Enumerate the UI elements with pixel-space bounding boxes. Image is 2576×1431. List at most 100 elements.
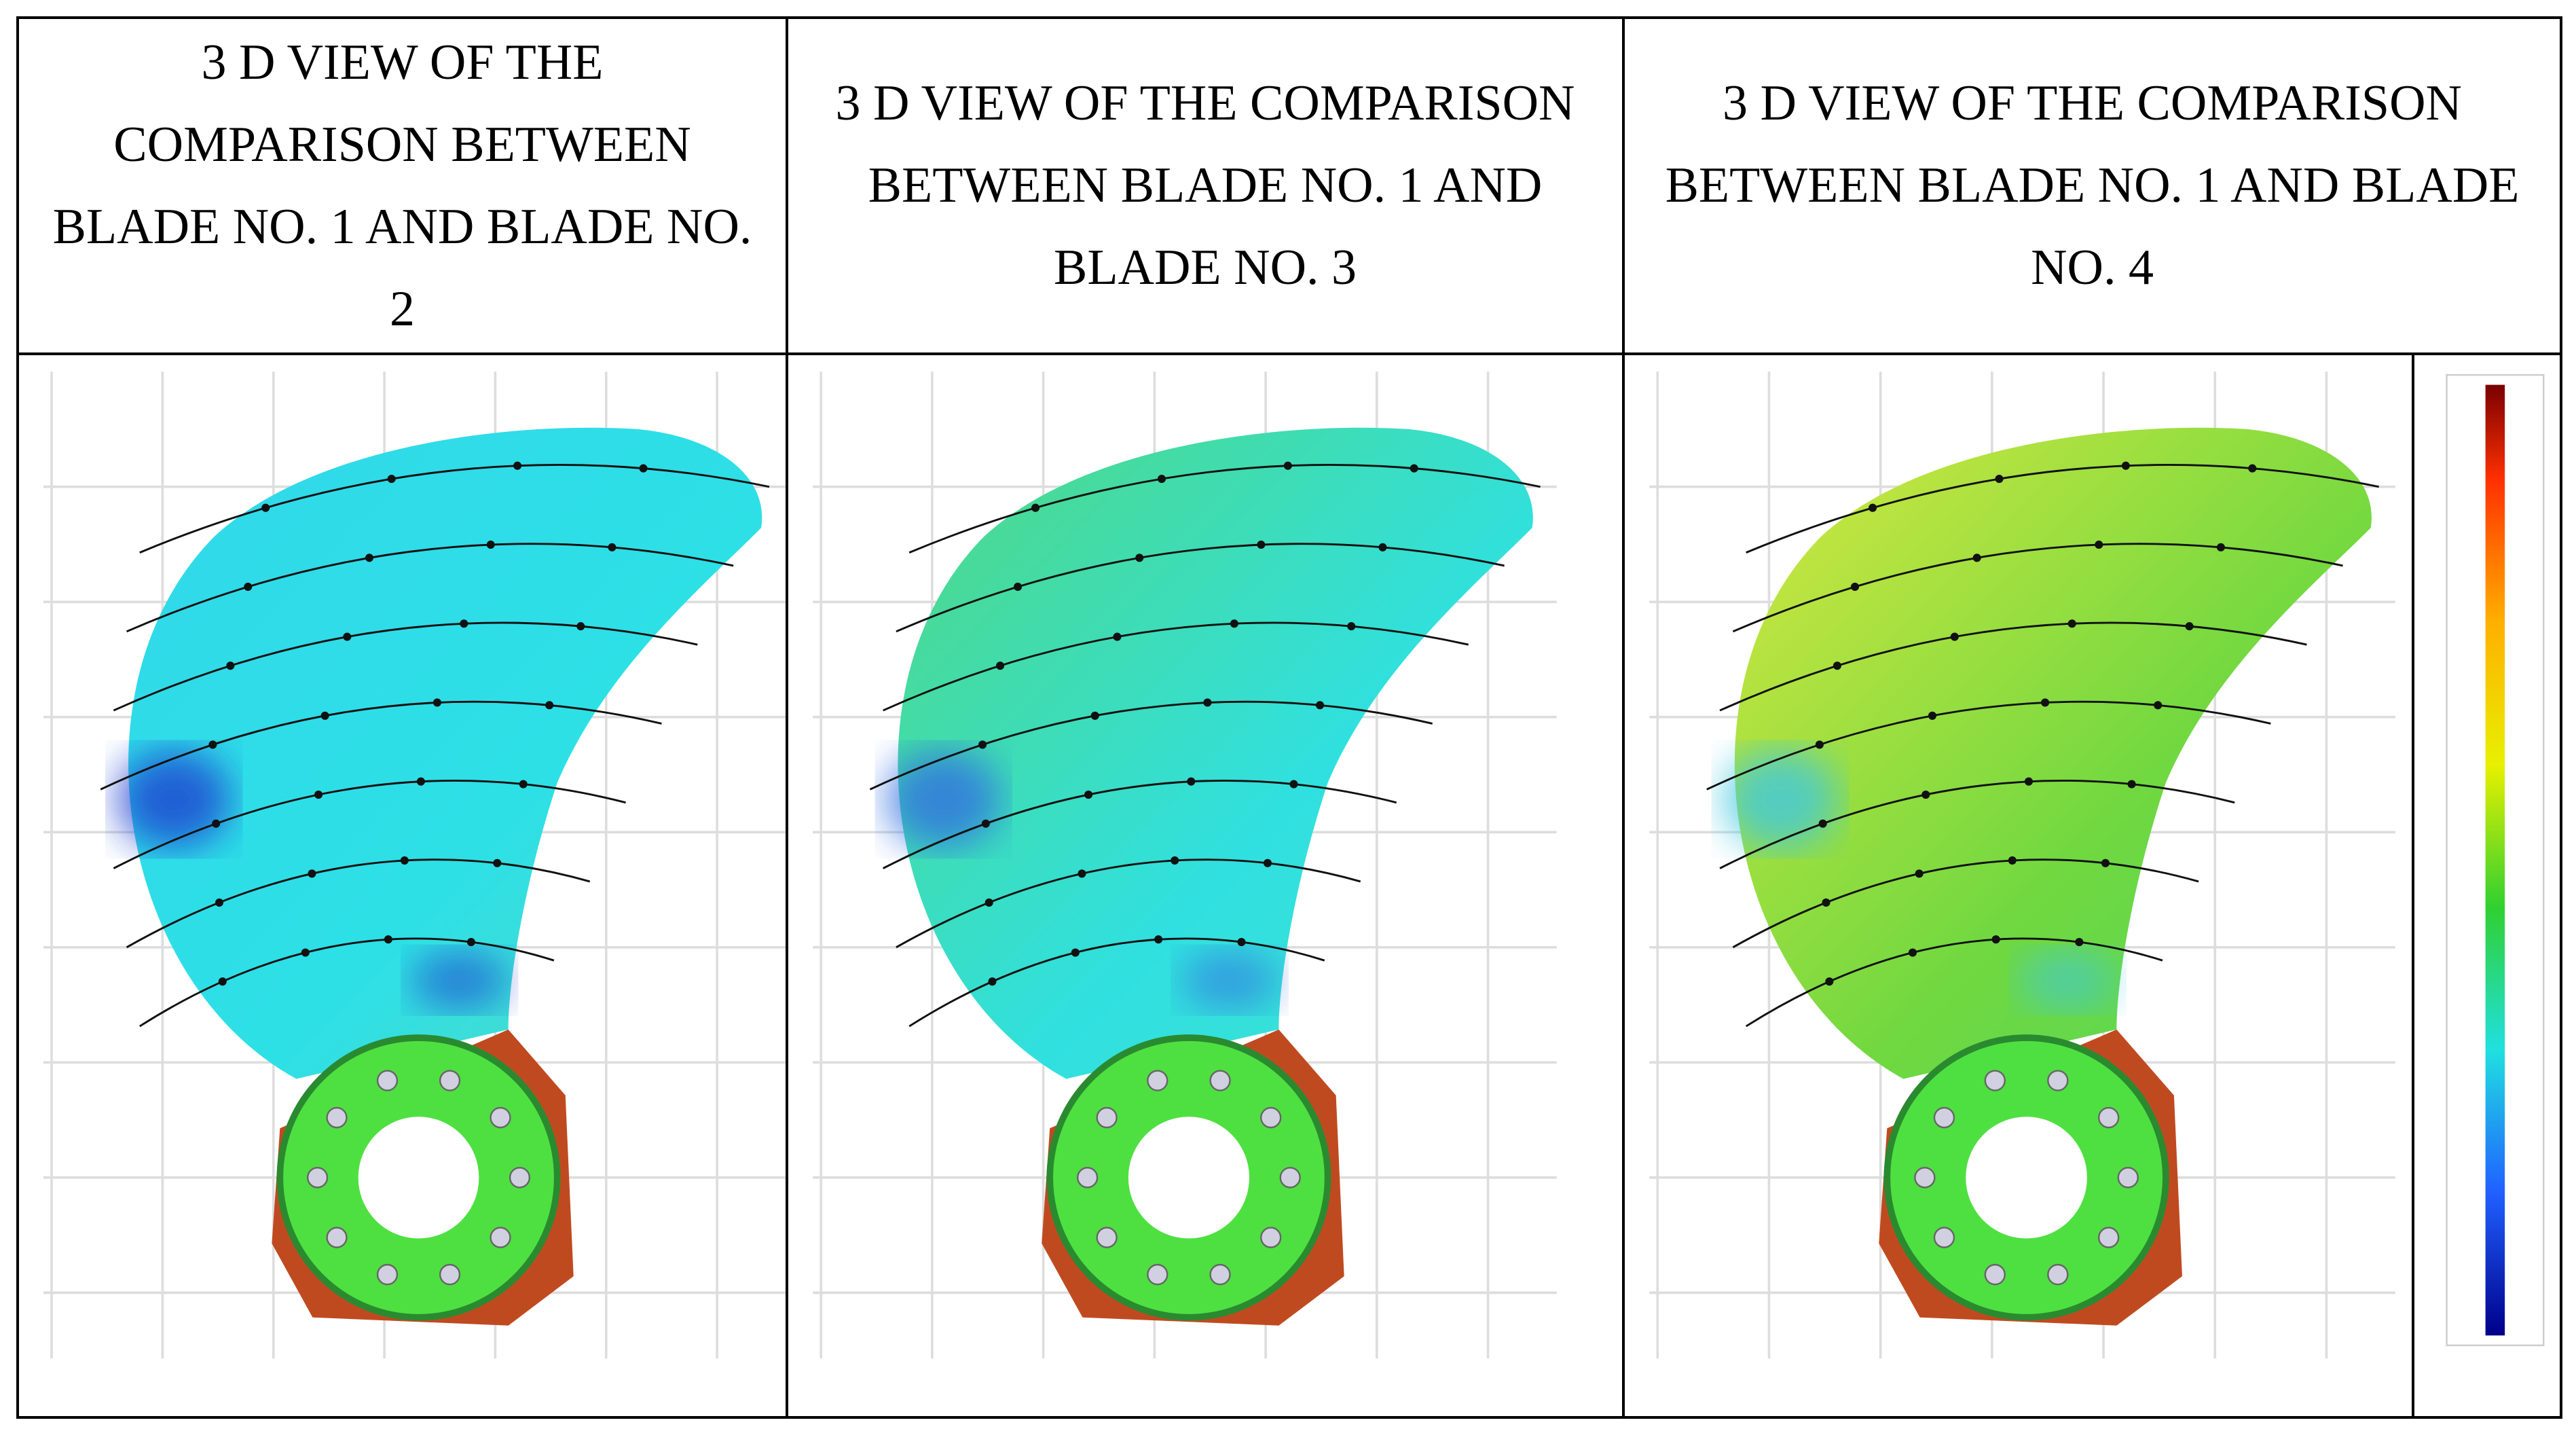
bolt-hole bbox=[2097, 1106, 2120, 1129]
section-line bbox=[1719, 779, 2235, 869]
colorbar-cell bbox=[2411, 352, 2563, 1419]
measure-point bbox=[1090, 711, 1099, 720]
measure-point bbox=[1135, 554, 1144, 562]
measure-point bbox=[314, 791, 323, 799]
measure-point bbox=[343, 632, 352, 641]
measure-point bbox=[218, 977, 227, 986]
bolt-hole bbox=[490, 1227, 511, 1248]
measure-point bbox=[460, 619, 468, 628]
section-line bbox=[1745, 937, 2163, 1028]
measure-point bbox=[2127, 780, 2136, 789]
measure-point bbox=[2008, 856, 2017, 865]
measure-point bbox=[384, 935, 392, 944]
bolt-hole bbox=[1209, 1070, 1231, 1091]
blade-image bbox=[813, 372, 1557, 1359]
measure-point bbox=[985, 898, 993, 907]
bolt-hole bbox=[1147, 1070, 1169, 1091]
measure-point bbox=[400, 856, 409, 865]
header-row: 3 D VIEW OF THE COMPARISON BETWEEN BLADE… bbox=[16, 16, 2563, 355]
measure-point bbox=[1289, 780, 1298, 789]
bolt-hole bbox=[376, 1070, 399, 1091]
measure-point bbox=[1921, 791, 1930, 799]
measure-point bbox=[513, 461, 522, 470]
measure-point bbox=[466, 938, 475, 947]
bolt-hole bbox=[326, 1227, 348, 1248]
bolt-hole bbox=[326, 1106, 348, 1129]
section-line bbox=[126, 543, 734, 633]
measure-point bbox=[387, 475, 396, 484]
deviation-spot bbox=[1180, 950, 1279, 1010]
bolt-hole bbox=[1914, 1167, 1936, 1189]
image-row bbox=[16, 352, 2563, 1419]
blade bbox=[1734, 427, 2372, 1079]
header-cell: 3 D VIEW OF THE COMPARISON BETWEEN BLADE… bbox=[1621, 16, 2563, 355]
section-line bbox=[1732, 858, 2199, 949]
bolt-hole bbox=[1984, 1070, 2006, 1091]
measure-point bbox=[1263, 858, 1272, 867]
measure-point bbox=[2101, 858, 2110, 867]
measure-point bbox=[244, 582, 253, 592]
blade-image bbox=[43, 372, 786, 1359]
section-line bbox=[1719, 621, 2307, 712]
hub-bore bbox=[358, 1117, 479, 1239]
colorbar bbox=[2485, 384, 2505, 1336]
measure-point bbox=[1991, 935, 2000, 944]
measure-point bbox=[320, 711, 329, 720]
bolt-hole bbox=[1209, 1263, 1231, 1286]
measure-point bbox=[1113, 632, 1122, 641]
measure-point bbox=[308, 869, 316, 878]
section-line bbox=[869, 700, 1433, 791]
section-line bbox=[883, 621, 1469, 712]
measure-point bbox=[1347, 622, 1356, 631]
measure-point bbox=[1818, 819, 1827, 828]
measure-point bbox=[1869, 503, 1877, 512]
measure-point bbox=[215, 898, 223, 907]
bolt-hole bbox=[439, 1070, 461, 1091]
bolt-hole bbox=[1933, 1227, 1955, 1248]
image-cell bbox=[786, 352, 1625, 1419]
bolt-hole bbox=[2117, 1167, 2139, 1189]
measure-point bbox=[545, 701, 554, 710]
bolt-hole bbox=[1260, 1227, 1282, 1248]
section-line bbox=[882, 779, 1397, 869]
deviation-spot bbox=[1723, 750, 1838, 849]
bolt-hole bbox=[2047, 1263, 2069, 1286]
section-line bbox=[896, 858, 1361, 949]
header-cell: 3 D VIEW OF THE COMPARISON BETWEEN BLADE… bbox=[16, 16, 788, 355]
section-line bbox=[113, 779, 626, 869]
bolt-hole bbox=[1984, 1263, 2006, 1286]
header-cell: 3 D VIEW OF THE COMPARISON BETWEEN BLADE… bbox=[786, 16, 1625, 355]
measure-point bbox=[988, 977, 997, 986]
deviation-spot bbox=[410, 950, 509, 1010]
measure-point bbox=[261, 503, 270, 512]
measure-point bbox=[493, 858, 502, 867]
measure-point bbox=[1230, 619, 1238, 628]
bolt-hole bbox=[1076, 1167, 1099, 1189]
deviation-spot bbox=[117, 750, 232, 849]
measure-point bbox=[1283, 461, 1292, 470]
measure-point bbox=[2154, 701, 2163, 710]
measure-point bbox=[1822, 898, 1830, 907]
measure-point bbox=[486, 540, 495, 549]
measure-point bbox=[226, 662, 235, 670]
blade-image bbox=[1649, 372, 2395, 1359]
image-cell bbox=[16, 352, 788, 1419]
bolt-hole bbox=[1279, 1167, 1301, 1189]
bolt-hole bbox=[1096, 1227, 1118, 1248]
bolt-hole bbox=[1096, 1106, 1118, 1129]
measure-point bbox=[1950, 632, 1959, 641]
section-line bbox=[908, 937, 1325, 1028]
measure-point bbox=[1378, 543, 1387, 551]
measure-point bbox=[1908, 948, 1917, 957]
measure-point bbox=[2024, 777, 2033, 786]
measure-point bbox=[2075, 938, 2084, 947]
section-line bbox=[1732, 543, 2343, 633]
section-line bbox=[908, 464, 1541, 554]
bolt-hole bbox=[1260, 1106, 1282, 1129]
bolt-hole bbox=[306, 1167, 329, 1189]
section-line bbox=[139, 464, 770, 554]
measure-point bbox=[416, 777, 425, 786]
measure-point bbox=[996, 662, 1005, 670]
section-line bbox=[1706, 700, 2271, 791]
measure-point bbox=[2067, 619, 2076, 628]
